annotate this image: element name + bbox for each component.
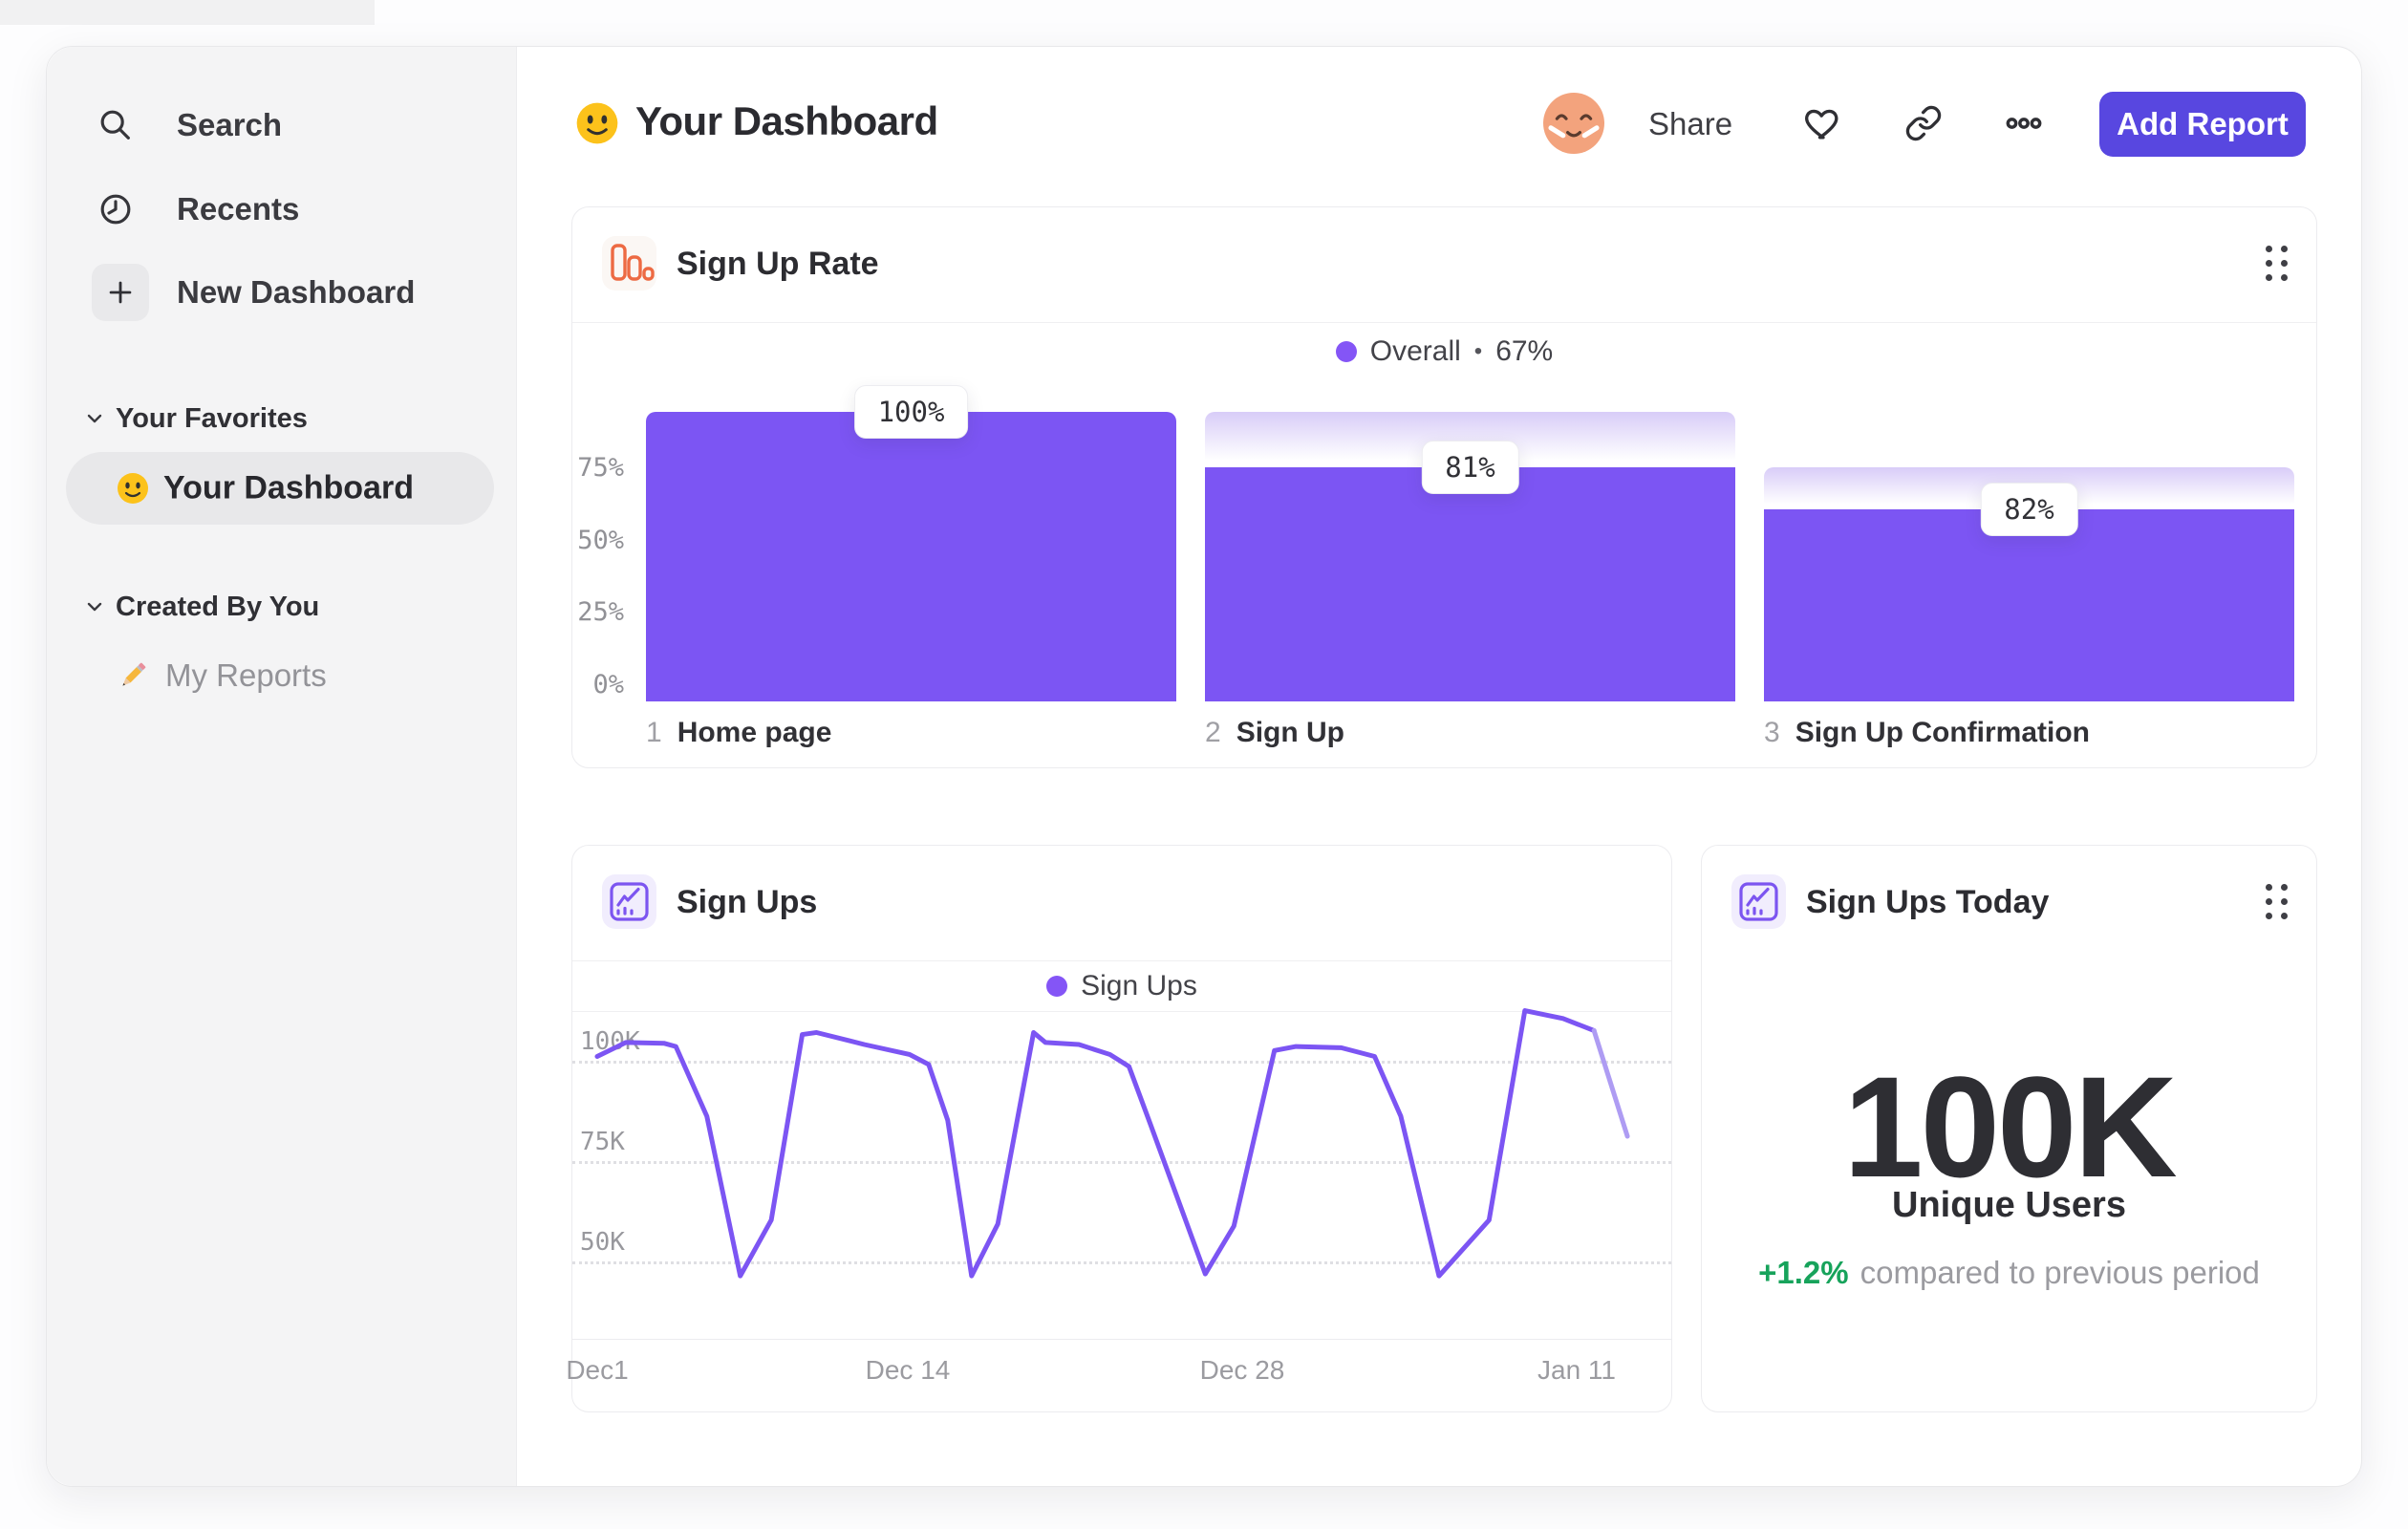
background-window-edge xyxy=(0,0,375,25)
page-title: Your Dashboard xyxy=(635,98,938,143)
delta-badge: +1.2% xyxy=(1758,1255,1849,1290)
avatar[interactable] xyxy=(1543,93,1604,154)
share-button[interactable]: Share xyxy=(1648,106,1733,141)
legend-dot xyxy=(1335,341,1357,362)
kpi-value: 100K xyxy=(1843,1046,2178,1207)
funnel-step-sign-up-confirmation[interactable]: 82% xyxy=(1764,207,2294,701)
y-axis-tick: 50K xyxy=(580,1228,625,1257)
favorite-heart-icon[interactable] xyxy=(1803,103,1843,143)
sidebar-item-my-reports[interactable]: My Reports xyxy=(47,649,516,702)
x-axis-tick: Dec 14 xyxy=(865,1355,951,1385)
legend-value: 67% xyxy=(1495,335,1554,367)
x-axis-tick: Dec1 xyxy=(566,1355,629,1385)
clock-icon xyxy=(97,190,135,228)
section-label: Created By You xyxy=(116,591,320,622)
chevron-down-icon xyxy=(83,407,106,430)
gridline xyxy=(572,1261,1671,1264)
plus-icon xyxy=(92,264,149,321)
signups-card: Sign Ups Sign Ups 100K 75K 50K Dec1 Dec … xyxy=(566,845,1672,1412)
sidebar-item-label: Search xyxy=(177,107,283,142)
signup-rate-card: Sign Up Rate Overall • 67% 75% 50% 25% 0… xyxy=(571,206,2317,768)
funnel-step-sign-up[interactable]: 81% xyxy=(1205,207,1735,701)
sidebar-section-your-favorites[interactable]: Your Favorites xyxy=(47,401,516,436)
pencil-emoji-icon xyxy=(116,658,150,693)
line-chart-icon xyxy=(1731,874,1786,929)
legend-overall[interactable]: Overall • 67% xyxy=(572,335,2316,367)
card-title: Sign Ups Today xyxy=(1806,884,2050,920)
sidebar-item-recents[interactable]: Recents xyxy=(47,179,516,240)
funnel-bar xyxy=(1205,466,1735,701)
y-axis-tick: 50% xyxy=(577,525,624,555)
gridline xyxy=(572,1161,1671,1164)
sidebar-item-label: My Reports xyxy=(165,657,327,693)
funnel-value-badge: 100% xyxy=(853,385,969,439)
kpi-delta-row: +1.2% compared to previous period xyxy=(1702,1255,2316,1291)
smiley-emoji-icon xyxy=(116,471,150,506)
funnel-bar xyxy=(1764,508,2294,701)
divider xyxy=(572,322,2316,323)
line-chart-icon xyxy=(602,874,656,929)
line-chart[interactable]: 100K 75K 50K xyxy=(572,1008,1671,1340)
y-axis-tick: 75% xyxy=(577,452,624,483)
sidebar-item-search[interactable]: Search xyxy=(47,95,516,156)
incomplete-period-segment xyxy=(1591,1027,1630,1139)
section-label: Your Favorites xyxy=(116,402,308,434)
funnel-value-badge: 82% xyxy=(1980,482,2078,536)
signups-today-card: Sign Ups Today 100K Unique Users +1.2% c… xyxy=(1701,845,2317,1412)
funnel-step-label: 2 Sign Up xyxy=(1205,717,1345,748)
drag-handle-icon[interactable] xyxy=(2266,246,2288,281)
signups-line-series xyxy=(594,1008,1630,1279)
search-icon xyxy=(97,106,135,144)
x-axis-tick: Dec 28 xyxy=(1199,1355,1285,1385)
more-options-icon[interactable] xyxy=(2005,104,2043,142)
chevron-down-icon xyxy=(83,595,106,618)
sidebar-item-label: Recents xyxy=(177,191,300,226)
bar-chart-icon xyxy=(602,236,656,291)
sidebar-item-new-dashboard[interactable]: New Dashboard xyxy=(47,262,516,323)
sidebar-item-your-dashboard[interactable]: Your Dashboard xyxy=(66,452,494,525)
dashboard-emoji-icon xyxy=(574,100,620,146)
sidebar: Search Recents New Dashboard xyxy=(47,47,517,1486)
legend-sign-ups[interactable]: Sign Ups xyxy=(572,970,1671,1001)
funnel-bar xyxy=(646,412,1176,701)
x-axis-tick: Jan 11 xyxy=(1537,1355,1616,1385)
funnel-value-badge: 81% xyxy=(1421,440,1519,494)
funnel-chart: 75% 50% 25% 0% 100% 81% 82% 1 Home page xyxy=(572,207,2316,767)
copy-link-icon[interactable] xyxy=(1904,104,1943,142)
y-axis-tick: 75K xyxy=(580,1128,625,1156)
funnel-step-label: 3 Sign Up Confirmation xyxy=(1764,717,2090,748)
y-axis-tick: 0% xyxy=(592,670,624,700)
card-title: Sign Up Rate xyxy=(677,246,879,282)
sidebar-item-label: New Dashboard xyxy=(177,274,416,310)
sidebar-section-created-by-you[interactable]: Created By You xyxy=(47,590,516,624)
y-axis-tick: 25% xyxy=(577,597,624,628)
funnel-step-home-page[interactable]: 100% xyxy=(646,207,1176,701)
kpi-label: Unique Users xyxy=(1892,1185,2126,1225)
sidebar-item-label: Your Dashboard xyxy=(163,469,414,506)
drag-handle-icon[interactable] xyxy=(2266,884,2288,919)
card-title: Sign Ups xyxy=(677,884,818,920)
funnel-step-label: 1 Home page xyxy=(646,717,832,748)
add-report-button[interactable]: Add Report xyxy=(2099,92,2306,157)
delta-text: compared to previous period xyxy=(1860,1255,2260,1290)
divider xyxy=(572,960,1671,961)
app-window: Search Recents New Dashboard xyxy=(46,46,2362,1487)
legend-dot xyxy=(1046,976,1068,997)
